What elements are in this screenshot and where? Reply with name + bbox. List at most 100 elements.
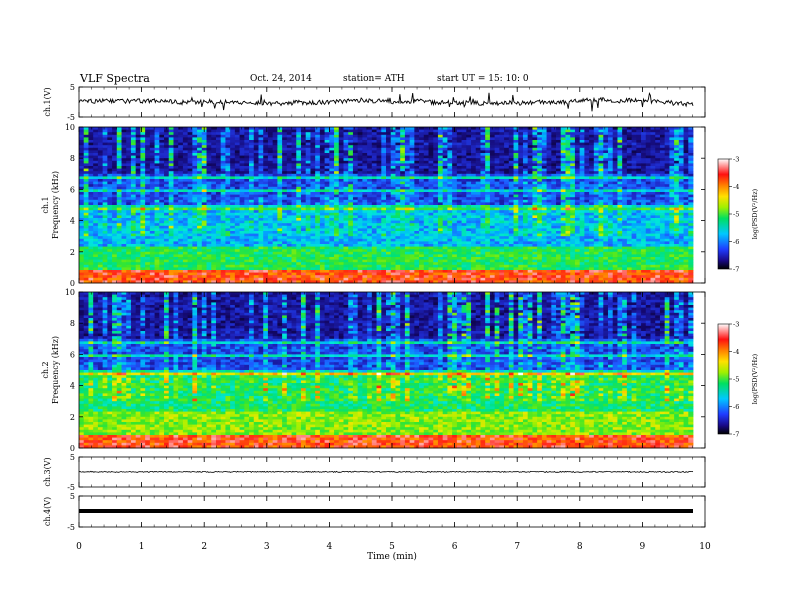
heatmap-cell	[267, 184, 274, 188]
heatmap-cell	[560, 168, 566, 172]
heatmap-cell	[343, 207, 349, 211]
heatmap-cell	[93, 199, 99, 203]
heatmap-cell	[376, 210, 382, 214]
heatmap-cell	[149, 218, 155, 221]
heatmap-cell	[343, 215, 349, 219]
heatmap-cell	[683, 189, 689, 193]
heatmap-cell	[249, 134, 255, 138]
heatmap-cell	[102, 127, 108, 130]
heatmap-cell	[352, 132, 359, 136]
heatmap-cell	[249, 225, 255, 229]
heatmap-cell	[622, 129, 628, 133]
heatmap-cell	[329, 179, 335, 182]
heatmap-cell	[178, 142, 184, 146]
heatmap-cell	[409, 184, 415, 188]
heatmap-cell	[499, 129, 505, 133]
heatmap-cell	[386, 184, 392, 188]
heatmap-cell	[390, 176, 396, 180]
heatmap-cell	[239, 199, 245, 203]
heatmap-cell	[145, 189, 151, 193]
heatmap-cell	[461, 212, 467, 216]
heatmap-cell	[225, 155, 231, 159]
heatmap-cell	[423, 127, 429, 130]
heatmap-cell	[636, 163, 642, 167]
heatmap-cell	[182, 140, 189, 143]
heatmap-cell	[400, 194, 406, 198]
heatmap-cell	[480, 212, 486, 216]
heatmap-cell	[650, 212, 656, 216]
heatmap-cell	[338, 155, 344, 159]
heatmap-cell	[267, 212, 274, 216]
heatmap-cell	[593, 210, 599, 214]
heatmap-cell	[683, 142, 689, 146]
heatmap-cell	[116, 181, 122, 185]
heatmap-cell	[612, 168, 618, 172]
heatmap-cell	[334, 150, 340, 154]
heatmap-cell	[537, 166, 543, 169]
heatmap-cell	[603, 192, 609, 195]
heatmap-cell	[532, 155, 538, 159]
heatmap-cell	[154, 197, 160, 201]
heatmap-cell	[574, 140, 581, 143]
heatmap-cell	[499, 199, 505, 203]
heatmap-cell	[584, 179, 590, 182]
heatmap-cell	[584, 218, 590, 221]
heatmap-cell	[574, 197, 581, 201]
heatmap-cell	[386, 153, 392, 156]
heatmap-cell	[404, 150, 411, 154]
heatmap-cell	[286, 197, 292, 201]
heatmap-cell	[461, 205, 467, 208]
heatmap-cell	[159, 140, 165, 143]
heatmap-cell	[291, 132, 297, 136]
heatmap-cell	[145, 207, 151, 211]
heatmap-cell	[93, 202, 99, 206]
heatmap-cell	[574, 212, 581, 216]
heatmap-cell	[107, 173, 113, 177]
heatmap-cell	[357, 197, 363, 201]
heatmap-cell	[126, 199, 132, 203]
heatmap-cell	[234, 160, 240, 164]
heatmap-cell	[230, 181, 236, 185]
heatmap-cell	[655, 181, 661, 185]
heatmap-cell	[362, 210, 368, 214]
heatmap-cell	[324, 153, 330, 156]
heatmap-cell	[659, 155, 666, 159]
heatmap-cell	[149, 155, 155, 159]
heatmap-cell	[556, 173, 562, 177]
heatmap-cell	[664, 179, 670, 182]
heatmap-cell	[121, 147, 127, 151]
heatmap-cell	[79, 132, 85, 136]
heatmap-cell	[636, 127, 642, 130]
heatmap-cell	[645, 192, 651, 195]
heatmap-cell	[296, 212, 302, 216]
heatmap-cell	[277, 176, 283, 180]
heatmap-cell	[93, 225, 99, 229]
heatmap-cell	[641, 189, 647, 193]
heatmap-cell	[678, 163, 684, 167]
heatmap-cell	[263, 220, 269, 224]
heatmap-cell	[617, 173, 623, 177]
heatmap-cell	[315, 189, 321, 193]
heatmap-cell	[560, 184, 566, 188]
heatmap-cell	[683, 218, 689, 221]
heatmap-cell	[626, 145, 632, 149]
heatmap-cell	[518, 205, 524, 208]
heatmap-cell	[504, 215, 510, 219]
heatmap-cell	[669, 147, 675, 151]
heatmap-cell	[456, 168, 462, 172]
heatmap-cell	[319, 215, 325, 219]
heatmap-cell	[206, 207, 212, 211]
heatmap-cell	[107, 140, 113, 143]
heatmap-cell	[551, 223, 557, 227]
heatmap-cell	[659, 147, 666, 151]
heatmap-cell	[201, 145, 207, 149]
heatmap-cell	[603, 207, 609, 211]
heatmap-cell	[669, 179, 675, 182]
heatmap-cell	[112, 194, 118, 198]
heatmap-cell	[381, 199, 387, 203]
heatmap-cell	[277, 147, 283, 151]
heatmap-cell	[244, 168, 250, 172]
heatmap-cell	[428, 210, 434, 214]
heatmap-cell	[400, 171, 406, 175]
heatmap-cell	[286, 194, 292, 198]
